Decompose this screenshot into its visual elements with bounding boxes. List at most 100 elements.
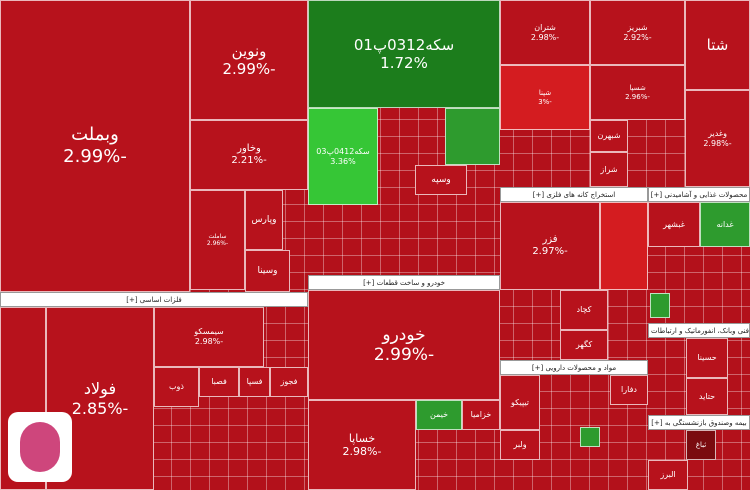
tile[interactable]: دفارا	[610, 375, 648, 405]
tile[interactable]: شبریز -2.92%	[590, 0, 685, 65]
tile-label: فجوز	[280, 377, 298, 387]
tile-label: ساملت	[208, 232, 227, 240]
tile-change: -2.99%	[222, 60, 276, 78]
tile[interactable]	[600, 202, 648, 290]
tile-label: سیمسکو	[194, 327, 224, 337]
tile-label: شبهرن	[597, 131, 621, 141]
tile[interactable]: کگهر	[560, 330, 608, 360]
tile-label: خزامیا	[470, 410, 492, 420]
tile[interactable]: وسپه	[415, 165, 467, 195]
tile-label: غدانه	[716, 219, 734, 229]
tile[interactable]: فزر -2.97%	[500, 202, 600, 290]
tile[interactable]: کچاد	[560, 290, 608, 330]
tile-label: شپنا	[538, 89, 552, 98]
tile-change: -2.97%	[532, 246, 568, 257]
tile[interactable]: ذوب	[154, 367, 199, 407]
tile-change: -2.21%	[231, 155, 267, 166]
tile[interactable]: شتا	[685, 0, 750, 90]
tile[interactable]: ونوین -2.99%	[190, 0, 308, 120]
tile-label: شتران	[534, 22, 556, 32]
tile[interactable]: شپنا -3%	[500, 65, 590, 130]
tile-label: ثباغ	[695, 440, 707, 449]
section-header[interactable]: فلزات اساسی [+]	[0, 292, 308, 307]
section-header[interactable]: بیمه وصندوق بازنشستگی به [+]	[648, 415, 750, 430]
section-header[interactable]: مواد و محصولات دارویی [+]	[500, 360, 648, 375]
tile[interactable]: حسینا	[686, 338, 728, 378]
tile[interactable]: خودرو -2.99%	[308, 290, 500, 400]
tile-label: تیپیکو	[510, 397, 530, 407]
tile-label: خیمن	[429, 410, 449, 420]
tile-label: خودرو	[382, 324, 426, 345]
tile[interactable]: شراز	[590, 152, 628, 187]
tile[interactable]	[650, 293, 670, 318]
tile[interactable]: فسپا	[239, 367, 270, 397]
tile[interactable]: ولبر	[500, 430, 540, 460]
tile-change: -2.85%	[71, 398, 129, 418]
tile-change: -2.98%	[342, 445, 382, 458]
tile[interactable]: خیمن	[416, 400, 462, 430]
tile[interactable]: ساملت -2.96%	[190, 190, 245, 290]
tile[interactable]: فصبا	[199, 367, 239, 397]
tile-label: فسپا	[246, 377, 263, 387]
tile-label: البرز	[660, 470, 676, 480]
tile-label: فصبا	[211, 377, 227, 387]
tile-label: کگهر	[575, 340, 593, 350]
section-header[interactable]: استخراج کانه های فلزی [+]	[500, 187, 648, 202]
tile[interactable]: ثباغ	[686, 430, 716, 460]
tile[interactable]: وخاور -2.21%	[190, 120, 308, 190]
tile-label: ونوین	[231, 42, 267, 60]
tile-label: شسپا	[629, 84, 646, 93]
tile[interactable]	[445, 108, 500, 165]
tile-change: -2.96%	[206, 240, 229, 247]
tile-label: وغدیر	[708, 128, 727, 138]
tile-label: فولاد	[83, 379, 117, 399]
tile-label: شتا	[706, 36, 729, 54]
tile-change: -3%	[538, 97, 552, 106]
tile[interactable]: البرز	[648, 460, 688, 490]
tile[interactable]: تیپیکو	[500, 375, 540, 430]
tile-label: حسینا	[697, 353, 717, 363]
tile-change: -2.99%	[373, 345, 435, 365]
tile[interactable]: وپارس	[245, 190, 283, 250]
section-header[interactable]: خودرو و ساخت قطعات [+]	[308, 275, 500, 290]
tile-label: وپارس	[251, 214, 277, 225]
logo	[8, 412, 72, 482]
tile[interactable]: فجوز	[270, 367, 308, 397]
tile-change: -2.98%	[530, 32, 560, 42]
tile-change: -2.98%	[703, 138, 732, 148]
tile-label: شبریز	[627, 22, 648, 32]
tile[interactable]: غدانه	[700, 202, 750, 247]
tile-label: سکه0312پ01	[353, 36, 455, 54]
tile-label: غبشهر	[663, 219, 685, 229]
tile-label: وخاور	[237, 143, 261, 154]
tile[interactable]: خزامیا	[462, 400, 500, 430]
tile-change: -2.99%	[63, 146, 127, 167]
tile[interactable]: خساپا -2.98%	[308, 400, 416, 490]
section-header[interactable]: فنی وبانک، انفورماتیک و ارتباطات [+]	[648, 323, 750, 338]
tile-change: 3.36%	[330, 156, 356, 166]
tile[interactable]: غبشهر	[648, 202, 700, 247]
tile-change: -2.92%	[623, 32, 652, 42]
tile-label: ولبر	[513, 440, 527, 450]
tile-label: سکه0412پ03	[316, 146, 370, 156]
tile-label: حتاید	[698, 391, 716, 401]
tile[interactable]	[580, 427, 600, 447]
tile[interactable]: وغدیر -2.98%	[685, 90, 750, 187]
tile[interactable]: وبملت -2.99%	[0, 0, 190, 292]
tile[interactable]: شبهرن	[590, 120, 628, 152]
tile-label: شراز	[600, 164, 618, 174]
tile-label: ذوب	[169, 382, 184, 392]
tile-label: دفارا	[621, 385, 637, 395]
tile[interactable]: حتاید	[686, 378, 728, 415]
tile-label: وسپه	[431, 174, 451, 185]
tile[interactable]: سکه0412پ03 3.36%	[308, 108, 378, 205]
section-header[interactable]: محصولات غذایی و آشامیدنی [+]	[648, 187, 750, 202]
tile[interactable]: سیمسکو -2.98%	[154, 307, 264, 367]
tile-change: 1.72%	[380, 54, 428, 72]
tile[interactable]: شسپا -2.96%	[590, 65, 685, 120]
tile[interactable]: سکه0312پ01 1.72%	[308, 0, 500, 108]
tile[interactable]: شتران -2.98%	[500, 0, 590, 65]
tile[interactable]: وسینا	[245, 250, 290, 292]
tile-label: خساپا	[348, 431, 376, 445]
